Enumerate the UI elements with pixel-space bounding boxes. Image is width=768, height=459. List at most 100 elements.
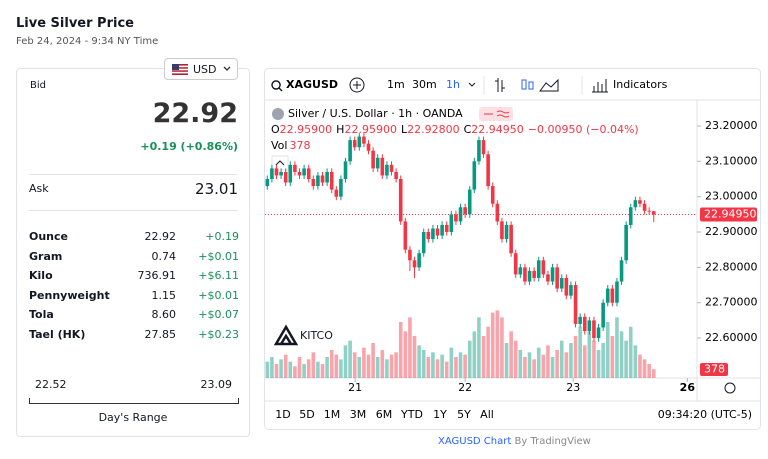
unit-price: 27.85	[144, 328, 177, 341]
candle-body	[366, 143, 371, 151]
volume-bar	[555, 350, 559, 378]
candle-body	[426, 232, 431, 240]
range-button[interactable]: 1Y	[433, 408, 447, 421]
candle-body	[403, 221, 408, 250]
volume-bar	[587, 331, 592, 378]
range-button[interactable]: 1D	[275, 408, 290, 421]
candle-body	[559, 277, 564, 289]
unit-price: 736.91	[137, 269, 177, 283]
ohlc-legend: O22.95900 H22.95900 L22.92800 C22.94950 −0.0…	[271, 123, 639, 136]
interval-active[interactable]: 1h	[446, 78, 460, 91]
volume-bar	[297, 357, 302, 378]
interval[interactable]: 30m	[412, 78, 437, 91]
volume-bar	[375, 357, 380, 378]
volume-bar	[605, 322, 610, 378]
quote-panel: USD Bid 22.92 +0.19 (+0.86%) Ask 23.01 O…	[16, 58, 250, 437]
volume-bar	[481, 336, 486, 378]
chart: XAGUSD 1m 30m 1h Indicators Silver / U.S…	[264, 68, 761, 430]
candle-body	[449, 214, 454, 233]
chevron[interactable]	[468, 82, 476, 87]
volume-bar	[518, 350, 523, 378]
footer-by: By TradingView	[514, 436, 591, 447]
range-button[interactable]: 6M	[376, 408, 393, 421]
candle-body	[495, 203, 500, 222]
symbol[interactable]: XAGUSD	[286, 78, 338, 91]
unit-row: Ounce 22.92 +0.19	[29, 230, 239, 248]
indicators[interactable]: Indicators	[613, 78, 668, 91]
volume-bar	[316, 361, 320, 378]
unit-row: Tael (HK) 27.85 +$0.23	[29, 328, 239, 346]
volume-bar	[615, 317, 619, 378]
candle-body	[325, 171, 329, 183]
y-tick-label: 23.00000	[705, 190, 758, 203]
volume-bar	[513, 340, 518, 378]
range-button[interactable]: 5D	[299, 408, 314, 421]
bars-icon[interactable]	[495, 78, 505, 92]
candle-body	[532, 270, 536, 278]
volume-bar	[592, 340, 596, 378]
volume-bar	[265, 361, 270, 378]
volume-bar	[638, 354, 642, 378]
volume-bar	[366, 354, 371, 378]
unit-row: Pennyweight 1.15 +$0.01	[29, 289, 239, 307]
candles-icon[interactable]	[521, 79, 527, 90]
range-high: 23.09	[200, 378, 233, 391]
range-button[interactable]: 1M	[324, 408, 341, 421]
volume-bar	[582, 345, 587, 378]
y-tick-label: 23.20000	[705, 119, 758, 132]
volume-bar	[523, 357, 527, 378]
candle-body	[523, 267, 527, 282]
volume-bar	[334, 354, 339, 378]
settings-icon[interactable]	[724, 382, 736, 394]
candle-body	[628, 207, 633, 225]
candle-body	[472, 161, 477, 190]
volume-bar	[573, 336, 578, 378]
candle-body	[619, 260, 624, 282]
compare-button[interactable]	[349, 77, 365, 93]
page-title: Live Silver Price	[16, 16, 134, 31]
candle-body	[348, 140, 352, 162]
range-button[interactable]: All	[480, 408, 494, 421]
candle-body	[527, 270, 532, 282]
candle-body	[288, 164, 293, 183]
x-tick-label: 21	[348, 381, 362, 394]
candle-body	[380, 157, 385, 176]
candle-body	[587, 320, 592, 331]
y-tick-label: 23.10000	[705, 154, 758, 167]
footer-link[interactable]: XAGUSD Chart	[438, 436, 512, 447]
volume-bar	[532, 359, 536, 378]
candle-body	[513, 253, 518, 275]
range-button[interactable]: 3M	[350, 408, 367, 421]
unit-change: +$0.01	[198, 288, 239, 302]
candle-body	[265, 178, 270, 187]
y-tick-label: 22.60000	[705, 331, 758, 344]
y-tick-label: 22.90000	[705, 225, 758, 238]
volume-bar	[541, 354, 546, 378]
candle-body	[283, 171, 288, 183]
area-icon[interactable]	[539, 78, 559, 92]
volume-bar	[624, 340, 628, 378]
volume-tag	[700, 363, 728, 376]
collapse-button[interactable]	[271, 155, 289, 171]
volume-bar	[362, 347, 366, 378]
range-button[interactable]: YTD	[400, 408, 423, 421]
volume-bar	[619, 331, 624, 378]
candle-body	[578, 316, 582, 324]
candle-body	[573, 285, 578, 324]
datetime: Feb 24, 2024 - 9:34 NY Time	[16, 36, 159, 47]
candle-body	[440, 224, 444, 236]
range-button[interactable]: 5Y	[457, 408, 471, 421]
interval[interactable]: 1m	[387, 78, 405, 91]
candle-body	[408, 249, 412, 261]
candle-body	[500, 221, 504, 240]
candle-body	[633, 200, 638, 208]
volume-bar	[403, 331, 408, 378]
volume-bar	[302, 364, 306, 378]
y-tick-label: 22.80000	[705, 260, 758, 273]
currency-select[interactable]: USD	[164, 58, 238, 80]
volume-bar	[431, 352, 435, 378]
candle-body	[306, 168, 311, 179]
volume-bar	[352, 352, 357, 378]
ohlc-key: L	[401, 123, 408, 136]
candle-body	[486, 154, 490, 187]
